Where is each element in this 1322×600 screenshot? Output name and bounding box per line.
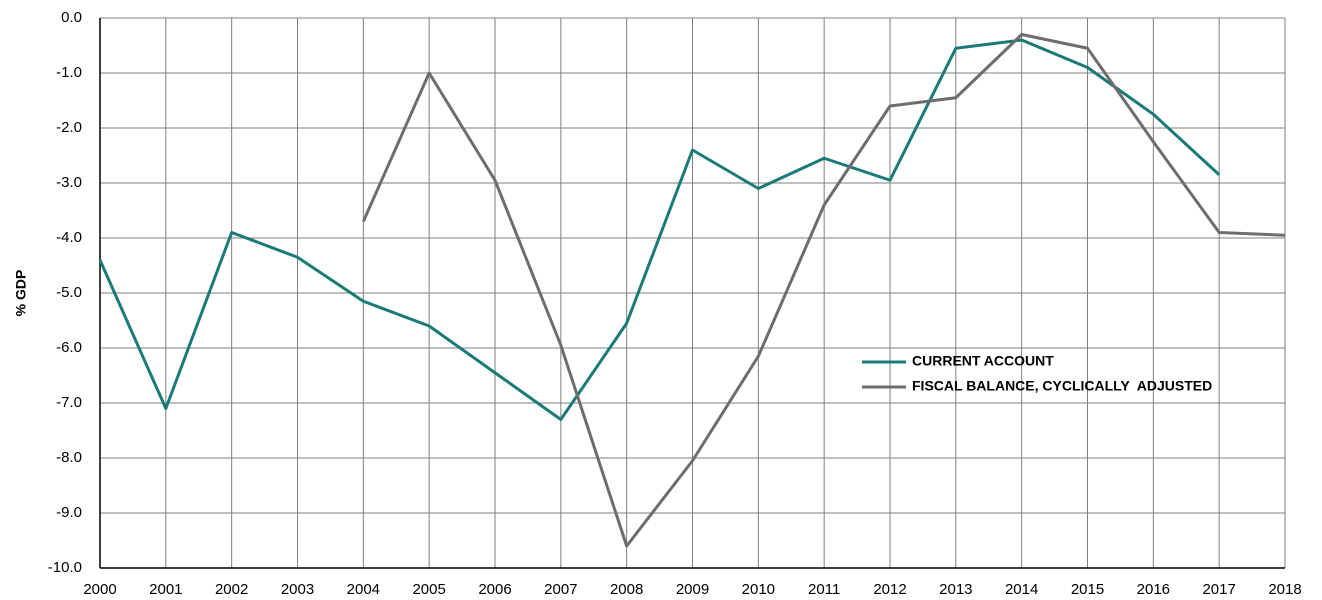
y-tick-label: -10.0 — [48, 559, 82, 576]
y-tick-label: -8.0 — [56, 449, 82, 466]
x-tick-label: 2010 — [742, 581, 775, 598]
y-tick-label: -3.0 — [56, 174, 82, 191]
y-tick-label: -9.0 — [56, 504, 82, 521]
x-tick-label: 2009 — [676, 581, 709, 598]
x-tick-label: 2016 — [1137, 581, 1170, 598]
x-tick-label: 2017 — [1202, 581, 1235, 598]
x-tick-label: 2015 — [1071, 581, 1104, 598]
x-tick-label: 2001 — [149, 581, 182, 598]
x-tick-label: 2018 — [1268, 581, 1301, 598]
x-tick-label: 2005 — [412, 581, 445, 598]
y-tick-label: 0.0 — [61, 9, 82, 26]
x-tick-label: 2011 — [808, 581, 840, 598]
series-line — [361, 33, 1286, 548]
y-tick-label: -6.0 — [56, 339, 82, 356]
y-axis-label: % GDP — [13, 270, 29, 317]
y-tick-label: -1.0 — [56, 64, 82, 81]
x-tick-label: 2004 — [347, 581, 380, 598]
x-tick-label: 2013 — [939, 581, 972, 598]
y-tick-label: -4.0 — [56, 229, 82, 246]
y-tick-label: -2.0 — [56, 119, 82, 136]
legend-label: CURRENT ACCOUNT — [912, 353, 1054, 369]
x-tick-label: 2012 — [873, 581, 906, 598]
x-tick-label: 2002 — [215, 581, 248, 598]
x-tick-label: 2006 — [478, 581, 511, 598]
x-tick-label: 2007 — [544, 581, 577, 598]
x-tick-label: 2003 — [281, 581, 314, 598]
series-line — [98, 38, 1221, 421]
y-tick-label: -5.0 — [56, 284, 82, 301]
x-tick-label: 2008 — [610, 581, 643, 598]
y-tick-label: -7.0 — [56, 394, 82, 411]
x-tick-label: 2014 — [1005, 581, 1038, 598]
x-tick-label: 2000 — [83, 581, 116, 598]
legend-label: FISCAL BALANCE, CYCLICALLY ADJUSTED — [912, 378, 1212, 394]
